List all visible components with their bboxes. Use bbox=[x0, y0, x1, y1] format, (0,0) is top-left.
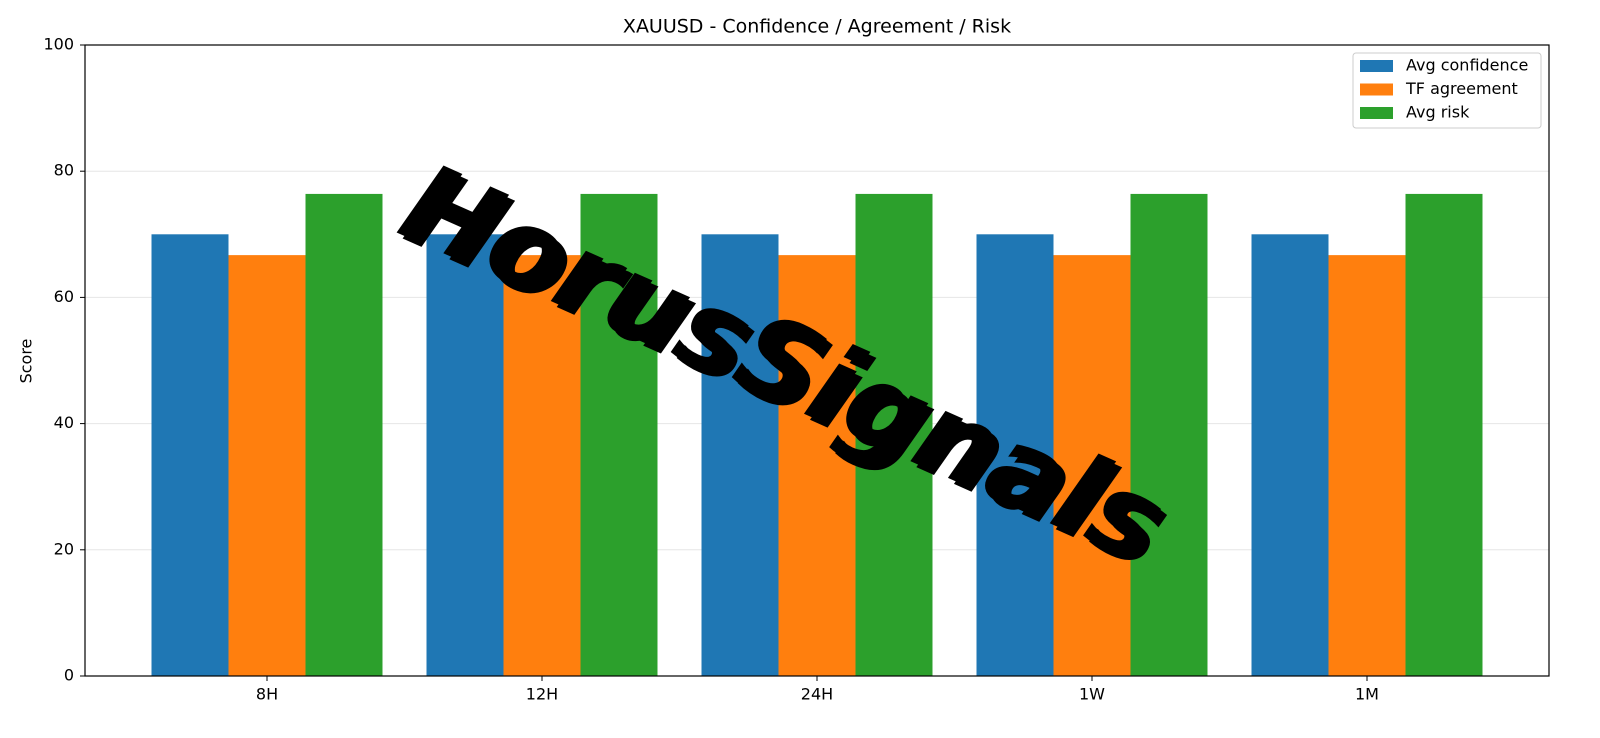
legend-label: Avg risk bbox=[1406, 103, 1470, 122]
plot-frame bbox=[84, 44, 1550, 677]
y-tick-label: 80 bbox=[54, 161, 74, 180]
x-tick-label: 1W bbox=[1079, 685, 1105, 704]
bar bbox=[503, 255, 581, 677]
bar bbox=[976, 234, 1054, 677]
bar bbox=[778, 255, 856, 677]
legend-box bbox=[1352, 52, 1542, 129]
y-tick-label: 40 bbox=[54, 413, 74, 432]
x-tick-label: 24H bbox=[801, 685, 833, 704]
y-axis-label: Score bbox=[17, 339, 36, 384]
bar bbox=[305, 193, 383, 676]
x-tick-label: 8H bbox=[256, 685, 278, 704]
y-tick-label: 20 bbox=[54, 539, 74, 558]
y-tick-label: 0 bbox=[64, 666, 74, 685]
bar bbox=[1405, 193, 1483, 676]
legend-swatch bbox=[1360, 107, 1393, 119]
legend-swatch bbox=[1360, 83, 1393, 96]
x-tick-label: 12H bbox=[526, 685, 558, 704]
bar bbox=[1053, 255, 1131, 677]
bar bbox=[701, 234, 779, 677]
bar bbox=[151, 234, 229, 677]
chart-title: XAUUSD - Confidence / Agreement / Risk bbox=[623, 16, 1011, 38]
legend-swatch bbox=[1360, 60, 1393, 72]
bar bbox=[580, 193, 658, 676]
bar bbox=[1130, 193, 1208, 676]
bar bbox=[426, 234, 504, 677]
bar bbox=[1251, 234, 1329, 677]
bar bbox=[1328, 255, 1406, 677]
bar bbox=[855, 193, 933, 676]
legend-label: TF agreement bbox=[1405, 79, 1518, 98]
x-tick-label: 1M bbox=[1355, 685, 1379, 704]
y-tick-label: 60 bbox=[54, 287, 74, 306]
y-tick-label: 100 bbox=[43, 35, 74, 54]
bar bbox=[228, 255, 306, 677]
legend-label: Avg confidence bbox=[1406, 56, 1528, 75]
